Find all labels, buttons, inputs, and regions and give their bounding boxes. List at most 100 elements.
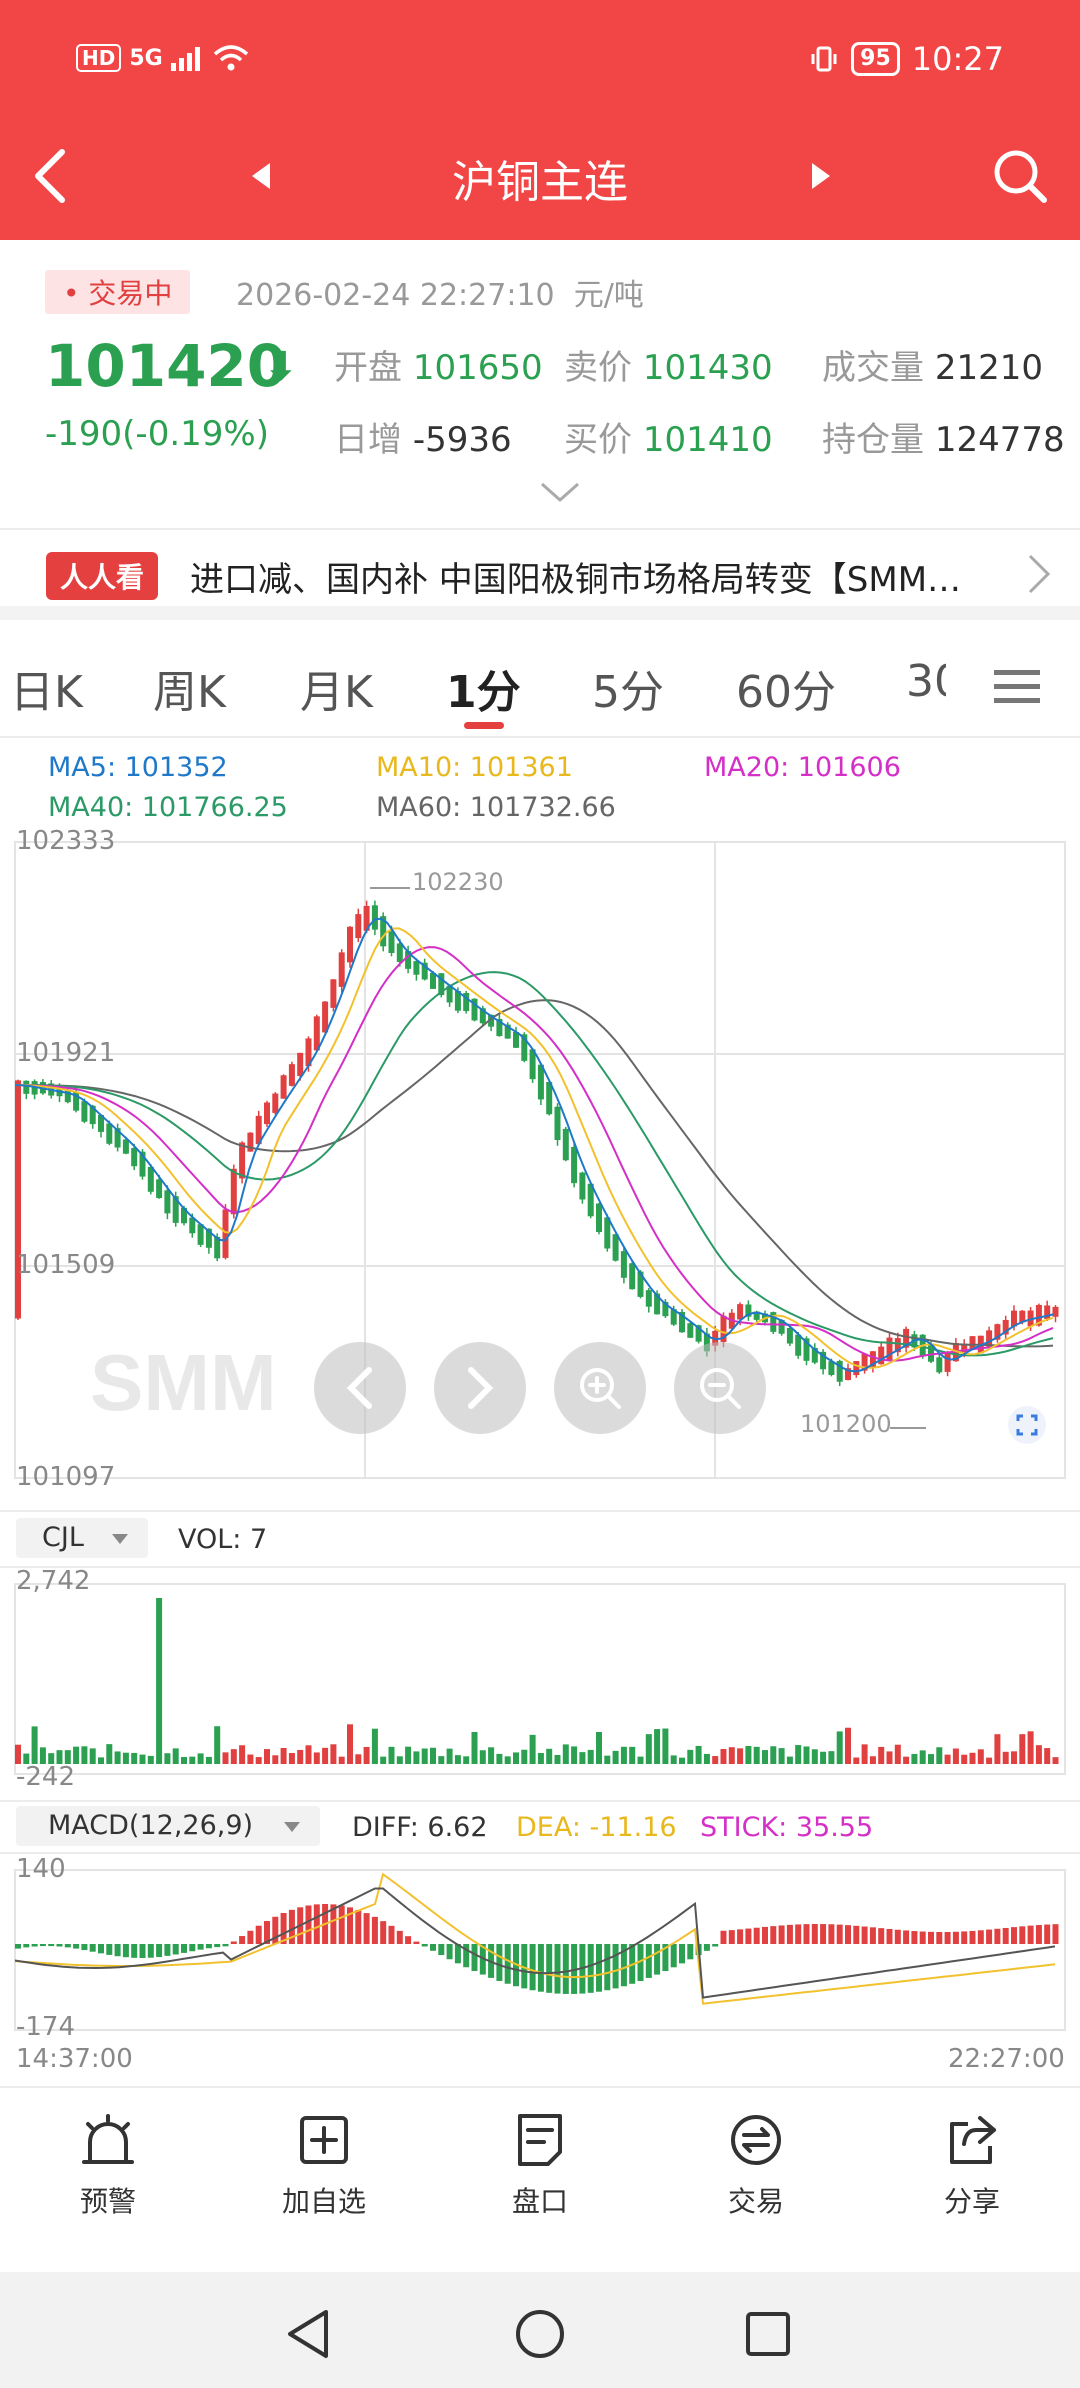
volume-bar bbox=[421, 1748, 428, 1764]
volume-bar bbox=[703, 1753, 710, 1764]
trade-button[interactable]: 交易 bbox=[676, 2110, 836, 2220]
volume-bar bbox=[297, 1749, 304, 1764]
zoom-out-button[interactable] bbox=[674, 1342, 766, 1434]
macd-bar bbox=[330, 1904, 337, 1944]
candle-body bbox=[421, 962, 428, 980]
volume-bar bbox=[131, 1752, 138, 1764]
volume-bar bbox=[430, 1747, 436, 1764]
tab-month[interactable]: 月K bbox=[300, 667, 373, 718]
volume-bar bbox=[728, 1747, 735, 1764]
macd-bar bbox=[504, 1944, 511, 1984]
chevron-right-icon[interactable] bbox=[1028, 554, 1050, 594]
macd-bar bbox=[886, 1928, 893, 1944]
candle-body bbox=[886, 1337, 893, 1361]
volume-bar bbox=[347, 1724, 353, 1764]
candle-body bbox=[620, 1251, 627, 1278]
candle-body bbox=[205, 1228, 212, 1248]
candle-body bbox=[986, 1330, 993, 1347]
macd-chart[interactable] bbox=[0, 1856, 1080, 2036]
status-left: HD 5G bbox=[76, 44, 249, 72]
divider bbox=[0, 1510, 1080, 1512]
macd-bar bbox=[338, 1905, 345, 1944]
volume-bar bbox=[64, 1750, 71, 1764]
candle-body bbox=[629, 1263, 636, 1290]
macd-bar bbox=[994, 1928, 1001, 1944]
tab-week[interactable]: 周K bbox=[153, 667, 226, 718]
ma5-label: MA5: 101352 bbox=[48, 752, 228, 783]
volume-bar bbox=[73, 1746, 80, 1764]
menu-icon[interactable] bbox=[994, 666, 1040, 706]
fullscreen-icon[interactable] bbox=[1008, 1406, 1046, 1444]
macd-bar bbox=[156, 1944, 163, 1957]
next-contract-button[interactable] bbox=[784, 140, 856, 212]
ma-line bbox=[15, 999, 1054, 1348]
sell-value: 101430 bbox=[642, 348, 773, 388]
macd-indicator-selector[interactable]: MACD(12,26,9) bbox=[16, 1806, 320, 1846]
scroll-left-button[interactable] bbox=[314, 1342, 406, 1434]
divider bbox=[0, 1852, 1080, 1854]
scroll-right-button[interactable] bbox=[434, 1342, 526, 1434]
tab-1min[interactable]: 1分 bbox=[446, 667, 521, 718]
chevron-left-icon bbox=[346, 1367, 372, 1409]
candle-body bbox=[737, 1304, 744, 1320]
macd-bar bbox=[620, 1944, 627, 1987]
system-back-icon[interactable] bbox=[284, 2308, 332, 2360]
candle-body bbox=[562, 1128, 569, 1161]
macd-bar bbox=[147, 1944, 154, 1958]
macd-bar bbox=[737, 1929, 744, 1944]
tab-5min[interactable]: 5分 bbox=[592, 667, 664, 718]
active-tab-indicator bbox=[464, 722, 504, 729]
zoom-in-button[interactable] bbox=[554, 1342, 646, 1434]
time: 10:27 bbox=[911, 40, 1004, 78]
add-watchlist-icon bbox=[300, 2116, 348, 2164]
candle-body bbox=[322, 1001, 329, 1033]
volume-bar bbox=[745, 1746, 752, 1764]
macd-bar bbox=[454, 1944, 461, 1964]
ma-line bbox=[14, 946, 1054, 1362]
search-button[interactable] bbox=[984, 140, 1056, 212]
tab-day[interactable]: 日K bbox=[10, 667, 83, 718]
volume-bar bbox=[181, 1757, 187, 1764]
expand-chevron-icon[interactable] bbox=[540, 482, 580, 504]
candle-body bbox=[56, 1088, 63, 1097]
back-button[interactable] bbox=[14, 140, 86, 212]
add-watchlist-button[interactable]: 加自选 bbox=[244, 2110, 404, 2220]
ma40-label: MA40: 101766.25 bbox=[48, 792, 288, 823]
high-marker: 102230 bbox=[370, 868, 504, 896]
macd-bar bbox=[770, 1926, 777, 1944]
price-chart[interactable]: SMM 102230 101200 bbox=[0, 830, 1080, 1490]
volume-bar bbox=[122, 1752, 129, 1764]
tab-60min[interactable]: 60分 bbox=[736, 667, 836, 718]
volume-bar bbox=[264, 1749, 270, 1764]
volume-bar bbox=[903, 1756, 910, 1764]
volume-bar bbox=[288, 1753, 295, 1764]
macd-bar bbox=[430, 1944, 436, 1951]
volume-bar bbox=[56, 1750, 63, 1764]
candle-body bbox=[604, 1217, 611, 1249]
tab-30[interactable]: 30 bbox=[906, 656, 946, 707]
ma10-label: MA10: 101361 bbox=[376, 752, 573, 783]
next-triangle-icon bbox=[812, 163, 830, 189]
macd-bar bbox=[355, 1909, 362, 1944]
system-home-icon[interactable] bbox=[514, 2308, 566, 2360]
system-recents-icon[interactable] bbox=[744, 2310, 792, 2358]
macd-axis-top: 140 bbox=[16, 1854, 66, 1884]
volume-bar bbox=[853, 1757, 860, 1764]
share-button[interactable]: 分享 bbox=[892, 2110, 1052, 2220]
news-headline[interactable]: 进口减、国内补 中国阳极铜市场格局转变【SMM… bbox=[190, 560, 962, 600]
volume-chart[interactable] bbox=[0, 1570, 1080, 1780]
macd-bar bbox=[986, 1929, 993, 1944]
volume-bar bbox=[380, 1756, 387, 1764]
vol-indicator-selector[interactable]: CJL bbox=[16, 1518, 148, 1558]
news-banner[interactable]: 人人看 进口减、国内补 中国阳极铜市场格局转变【SMM… bbox=[0, 532, 1080, 620]
volume-bar bbox=[81, 1746, 88, 1764]
volume-bar bbox=[255, 1757, 262, 1764]
candle-body bbox=[189, 1217, 196, 1234]
alarm-button[interactable]: 预警 bbox=[28, 2110, 188, 2220]
volume-bar bbox=[579, 1752, 586, 1764]
macd-bar bbox=[811, 1924, 818, 1944]
candle-body bbox=[969, 1336, 976, 1349]
prev-contract-button[interactable] bbox=[226, 140, 298, 212]
orderbook-button[interactable]: 盘口 bbox=[460, 2110, 620, 2220]
candle-body bbox=[280, 1075, 287, 1099]
